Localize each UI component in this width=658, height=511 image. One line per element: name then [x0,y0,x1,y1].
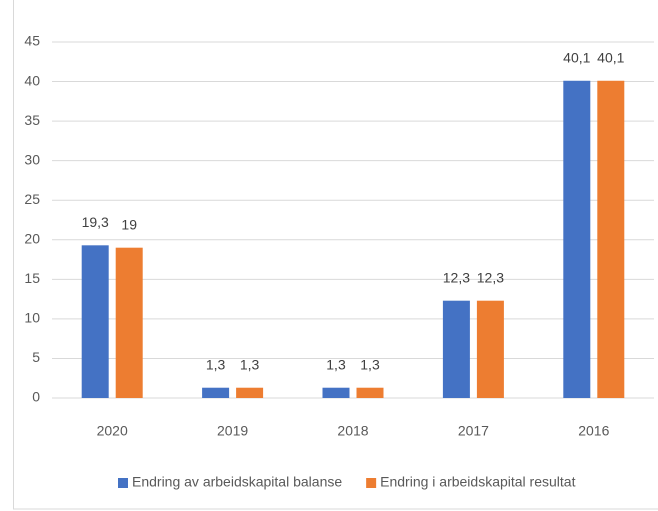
y-tick-label: 45 [24,33,40,49]
chart-border [13,0,658,510]
bar [115,247,143,398]
data-label: 1,3 [206,356,226,372]
y-tick-label: 20 [24,230,40,246]
y-tick-label: 10 [24,310,40,326]
data-label: 1,3 [240,356,260,372]
bar [322,387,350,398]
legend-label: Endring av arbeidskapital balanse [132,474,342,490]
data-label: 1,3 [360,356,380,372]
x-tick-label: 2019 [217,423,248,439]
y-tick-label: 15 [24,270,40,286]
bar [563,80,591,399]
y-tick-label: 25 [24,191,40,207]
bar [442,300,470,398]
legend-swatch [366,478,377,488]
y-tick-label: 30 [24,151,40,167]
data-label: 40,1 [597,49,624,65]
bar [356,387,384,398]
x-tick-label: 2020 [97,423,128,439]
data-label: 19,3 [82,214,109,230]
bar [597,80,625,399]
x-tick-label: 2017 [458,423,489,439]
legend-swatch [118,478,128,488]
bar [236,387,264,398]
x-tick-label: 2018 [337,423,368,439]
legend-label: Endring i arbeidskapital resultat [380,474,575,490]
data-label: 12,3 [443,269,470,285]
data-label: 19 [121,216,137,232]
y-tick-label: 35 [24,112,40,128]
x-tick-label: 2016 [578,423,609,439]
y-tick-label: 5 [32,349,40,365]
bar [81,245,109,398]
y-tick-label: 0 [32,389,40,405]
data-label: 12,3 [477,269,504,285]
bar [476,300,504,398]
data-label: 1,3 [326,356,346,372]
y-tick-label: 40 [24,72,40,88]
data-label: 40,1 [563,49,590,65]
bar [202,387,230,398]
